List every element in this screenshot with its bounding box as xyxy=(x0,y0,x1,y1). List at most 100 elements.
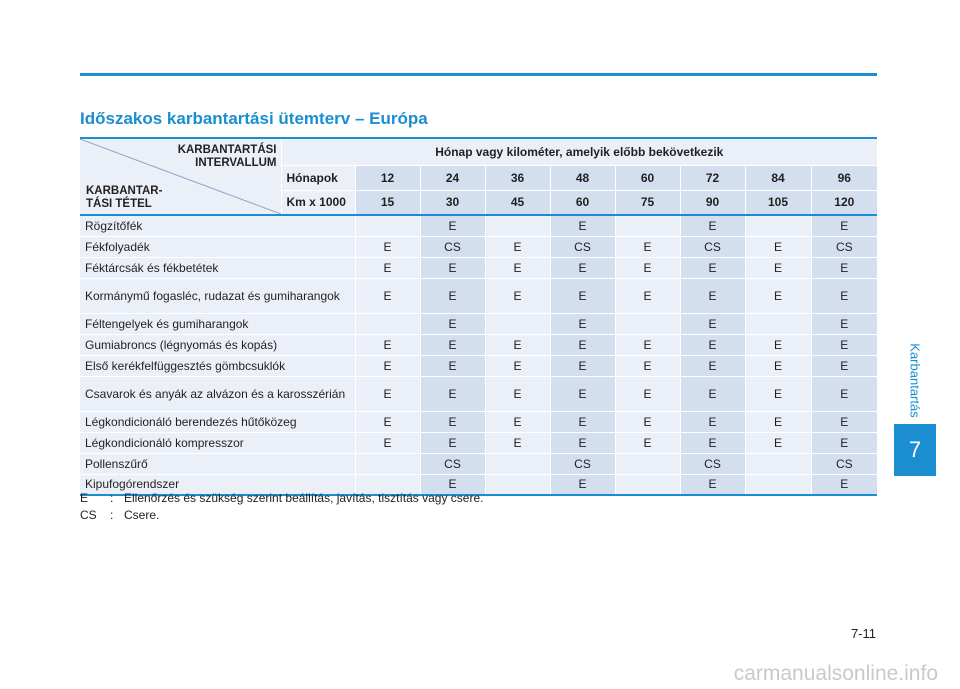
schedule-cell: E xyxy=(810,215,878,237)
schedule-cell xyxy=(744,215,811,237)
schedule-cell xyxy=(614,313,680,335)
schedule-cell: E xyxy=(549,278,615,314)
corner-diagonal xyxy=(81,140,280,213)
maintenance-item: Rögzítőfék xyxy=(80,215,355,237)
corner-header: KARBANTARTÁSI INTERVALLUM KARBANTAR- TÁS… xyxy=(80,137,281,216)
table-row: Kipufogórendszer E E E E xyxy=(80,474,878,496)
schedule-cell: E xyxy=(614,236,680,258)
maintenance-item: Kipufogórendszer xyxy=(80,474,355,496)
table-row: Pollenszűrő CS CS CS CS xyxy=(80,453,878,475)
schedule-cell: CS xyxy=(419,453,485,475)
maintenance-item: Első kerékfelfüggesztés gömbcsuklók xyxy=(80,355,355,377)
schedule-cell: E xyxy=(679,376,745,412)
legend-separator: : xyxy=(110,491,114,505)
table-row: Légkondicionáló kompresszor E E E E E E E E xyxy=(80,432,878,454)
schedule-cell: E xyxy=(549,313,615,335)
schedule-cell: E xyxy=(549,355,615,377)
schedule-cell: E xyxy=(614,432,680,454)
schedule-cell xyxy=(484,215,550,237)
schedule-cell: E xyxy=(810,334,878,356)
schedule-cell: E xyxy=(484,376,550,412)
schedule-cell: E xyxy=(744,278,811,314)
km-value: 120 xyxy=(810,189,878,216)
schedule-cell: E xyxy=(810,278,878,314)
schedule-cell: E xyxy=(419,215,485,237)
schedule-cell: E xyxy=(549,334,615,356)
schedule-cell: E xyxy=(354,376,420,412)
km-value: 105 xyxy=(744,189,811,216)
km-value: 90 xyxy=(679,189,745,216)
schedule-cell: E xyxy=(549,257,615,279)
legend-line-e: E : Ellenőrzés és szükség szerint beállí… xyxy=(80,490,483,507)
schedule-cell: E xyxy=(354,278,420,314)
schedule-cell: E xyxy=(549,432,615,454)
table-row: Csavarok és anyák az alvázon és a kaross… xyxy=(80,376,878,412)
schedule-cell: E xyxy=(419,411,485,433)
schedule-cell: E xyxy=(679,313,745,335)
table-row: Első kerékfelfüggesztés gömbcsuklók E E E E E… xyxy=(80,355,878,377)
schedule-cell: E xyxy=(419,278,485,314)
months-value: 84 xyxy=(744,164,811,190)
schedule-cell: E xyxy=(484,236,550,258)
table-row: Féktárcsák és fékbetétek E E E E E E E E xyxy=(80,257,878,279)
schedule-cell: E xyxy=(354,334,420,356)
schedule-cell xyxy=(354,453,420,475)
schedule-cell: E xyxy=(484,334,550,356)
schedule-cell: E xyxy=(354,411,420,433)
schedule-cell: E xyxy=(679,432,745,454)
page-number: 7-11 xyxy=(850,626,876,641)
schedule-cell xyxy=(354,313,420,335)
schedule-cell: E xyxy=(484,257,550,279)
schedule-cell: E xyxy=(810,313,878,335)
schedule-cell: E xyxy=(614,257,680,279)
table-row: Fékfolyadék E CS E CS E CS E CS xyxy=(80,236,878,258)
months-value: 36 xyxy=(484,164,550,190)
schedule-cell xyxy=(614,453,680,475)
schedule-cell xyxy=(354,474,420,496)
schedule-cell: E xyxy=(549,474,615,496)
legend-text: Ellenőrzés és szükség szerint beállítás,… xyxy=(124,491,484,505)
interval-header: Hónap vagy kilométer, amelyik előbb bekö… xyxy=(280,137,878,165)
schedule-cell: CS xyxy=(810,453,878,475)
schedule-cell: E xyxy=(419,474,485,496)
schedule-cell: CS xyxy=(549,453,615,475)
km-value: 45 xyxy=(484,189,550,216)
schedule-cell: E xyxy=(679,257,745,279)
schedule-cell: E xyxy=(354,432,420,454)
schedule-cell: E xyxy=(614,334,680,356)
months-value: 24 xyxy=(419,164,485,190)
schedule-cell: E xyxy=(549,215,615,237)
km-value: 60 xyxy=(549,189,615,216)
schedule-cell: E xyxy=(614,278,680,314)
schedule-cell: E xyxy=(744,334,811,356)
maintenance-item: Kormánymű fogasléc, rudazat és gumiharan… xyxy=(80,278,355,314)
schedule-cell: E xyxy=(484,432,550,454)
schedule-cell: E xyxy=(419,376,485,412)
maintenance-item: Gumiabroncs (légnyomás és kopás) xyxy=(80,334,355,356)
legend-line-cs: CS : Csere. xyxy=(80,507,483,524)
schedule-cell: E xyxy=(810,257,878,279)
schedule-cell: E xyxy=(810,355,878,377)
top-rule xyxy=(80,73,877,76)
schedule-cell: E xyxy=(810,474,878,496)
maintenance-item: Légkondicionáló kompresszor xyxy=(80,432,355,454)
schedule-cell xyxy=(614,474,680,496)
table-row: Légkondicionáló berendezés hűtőközeg E E E E… xyxy=(80,411,878,433)
maintenance-schedule-table: KARBANTARTÁSI INTERVALLUM KARBANTAR- TÁS… xyxy=(80,137,878,496)
schedule-cell: E xyxy=(484,278,550,314)
schedule-cell xyxy=(614,215,680,237)
schedule-cell: E xyxy=(419,355,485,377)
maintenance-item: Féltengelyek és gumiharangok xyxy=(80,313,355,335)
legend-text: Csere. xyxy=(124,508,160,522)
schedule-cell: E xyxy=(744,236,811,258)
legend-key: CS xyxy=(80,508,97,522)
schedule-cell: E xyxy=(419,432,485,454)
schedule-cell: E xyxy=(419,334,485,356)
months-value: 48 xyxy=(549,164,615,190)
schedule-cell: E xyxy=(549,376,615,412)
legend: E : Ellenőrzés és szükség szerint beállí… xyxy=(80,490,483,524)
schedule-cell: E xyxy=(354,257,420,279)
schedule-cell: E xyxy=(679,278,745,314)
interval-label: KARBANTARTÁSI INTERVALLUM xyxy=(177,144,277,169)
schedule-cell: CS xyxy=(549,236,615,258)
